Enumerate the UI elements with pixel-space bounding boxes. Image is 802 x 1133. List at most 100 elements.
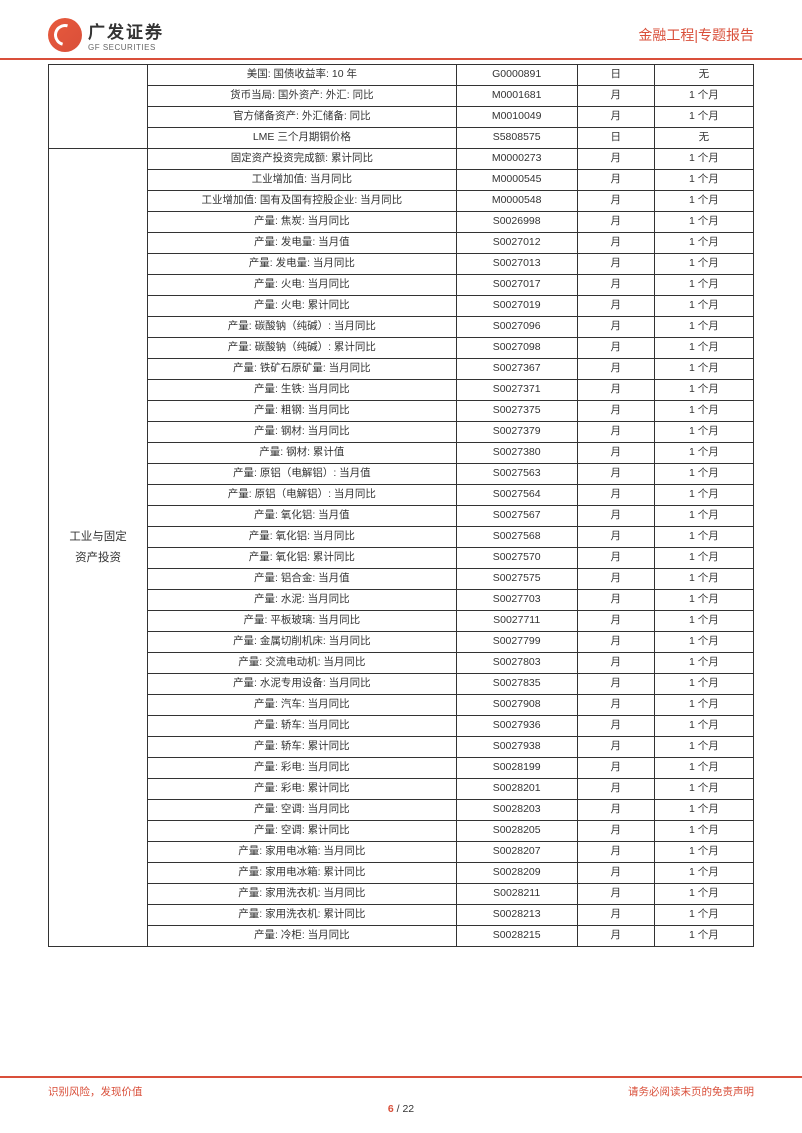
lag-cell: 1 个月 [654,212,753,233]
code-cell: S0027711 [456,611,577,632]
lag-cell: 1 个月 [654,527,753,548]
page-total: 22 [402,1103,414,1115]
table-row: 产量: 火电: 当月同比S0027017月1 个月 [49,275,754,296]
lag-cell: 1 个月 [654,653,753,674]
desc-cell: 产量: 家用电冰箱: 当月同比 [148,842,456,863]
table-row: 官方储备资产: 外汇储备: 同比M0010049月1 个月 [49,107,754,128]
desc-cell: LME 三个月期铜价格 [148,128,456,149]
freq-cell: 月 [577,485,654,506]
table-row: 产量: 碳酸钠（纯碱）: 累计同比S0027098月1 个月 [49,338,754,359]
table-row: 产量: 家用电冰箱: 累计同比S0028209月1 个月 [49,863,754,884]
desc-cell: 产量: 家用洗衣机: 累计同比 [148,905,456,926]
page-footer: 识别风险，发现价值 请务必阅读末页的免责声明 6 / 22 [0,1076,802,1115]
lag-cell: 1 个月 [654,254,753,275]
code-cell: M0000273 [456,149,577,170]
freq-cell: 月 [577,443,654,464]
freq-cell: 月 [577,170,654,191]
lag-cell: 1 个月 [654,443,753,464]
code-cell: S0027013 [456,254,577,275]
lag-cell: 1 个月 [654,191,753,212]
header-category: 金融工程|专题报告 [638,25,754,45]
code-cell: S0026998 [456,212,577,233]
table-row: 产量: 碳酸钠（纯碱）: 当月同比S0027096月1 个月 [49,317,754,338]
desc-cell: 工业增加值: 当月同比 [148,170,456,191]
code-cell: S0027908 [456,695,577,716]
freq-cell: 月 [577,359,654,380]
table-row: 产量: 原铝（电解铝）: 当月同比S0027564月1 个月 [49,485,754,506]
freq-cell: 月 [577,191,654,212]
desc-cell: 工业增加值: 国有及国有控股企业: 当月同比 [148,191,456,212]
freq-cell: 月 [577,401,654,422]
desc-cell: 产量: 氧化铝: 当月值 [148,506,456,527]
lag-cell: 1 个月 [654,926,753,947]
desc-cell: 产量: 发电量: 当月值 [148,233,456,254]
lag-cell: 1 个月 [654,149,753,170]
lag-cell: 1 个月 [654,779,753,800]
freq-cell: 月 [577,800,654,821]
table-row: 产量: 焦炭: 当月同比S0026998月1 个月 [49,212,754,233]
freq-cell: 月 [577,842,654,863]
lag-cell: 1 个月 [654,401,753,422]
code-cell: S0028213 [456,905,577,926]
desc-cell: 产量: 氧化铝: 累计同比 [148,548,456,569]
code-cell: S0027019 [456,296,577,317]
desc-cell: 产量: 原铝（电解铝）: 当月值 [148,464,456,485]
table-row: 产量: 家用洗衣机: 累计同比S0028213月1 个月 [49,905,754,926]
desc-cell: 产量: 钢材: 当月同比 [148,422,456,443]
desc-cell: 产量: 火电: 累计同比 [148,296,456,317]
lag-cell: 1 个月 [654,884,753,905]
freq-cell: 月 [577,506,654,527]
page-number: 6 / 22 [388,1103,414,1115]
table-row: 产量: 轿车: 当月同比S0027936月1 个月 [49,716,754,737]
lag-cell: 1 个月 [654,359,753,380]
lag-cell: 1 个月 [654,632,753,653]
desc-cell: 产量: 空调: 当月同比 [148,800,456,821]
freq-cell: 月 [577,611,654,632]
desc-cell: 产量: 氧化铝: 当月同比 [148,527,456,548]
desc-cell: 产量: 生铁: 当月同比 [148,380,456,401]
code-cell: S0028205 [456,821,577,842]
freq-cell: 月 [577,884,654,905]
logo-en: GF SECURITIES [88,43,164,52]
code-cell: S0027564 [456,485,577,506]
lag-cell: 1 个月 [654,485,753,506]
lag-cell: 1 个月 [654,548,753,569]
desc-cell: 产量: 火电: 当月同比 [148,275,456,296]
table-row: 产量: 火电: 累计同比S0027019月1 个月 [49,296,754,317]
code-cell: S0027575 [456,569,577,590]
code-cell: S0027012 [456,233,577,254]
freq-cell: 月 [577,905,654,926]
freq-cell: 月 [577,380,654,401]
freq-cell: 月 [577,632,654,653]
table-row: 产量: 原铝（电解铝）: 当月值S0027563月1 个月 [49,464,754,485]
code-cell: S0027835 [456,674,577,695]
desc-cell: 产量: 汽车: 当月同比 [148,695,456,716]
lag-cell: 1 个月 [654,611,753,632]
lag-cell: 1 个月 [654,422,753,443]
code-cell: S0027017 [456,275,577,296]
table-row: 产量: 水泥: 当月同比S0027703月1 个月 [49,590,754,611]
lag-cell: 1 个月 [654,506,753,527]
freq-cell: 月 [577,926,654,947]
freq-cell: 日 [577,65,654,86]
freq-cell: 月 [577,107,654,128]
desc-cell: 产量: 彩电: 累计同比 [148,779,456,800]
freq-cell: 月 [577,590,654,611]
code-cell: S0028201 [456,779,577,800]
footer-right: 请务必阅读末页的免责声明 [628,1084,754,1099]
desc-cell: 官方储备资产: 外汇储备: 同比 [148,107,456,128]
code-cell: S0027938 [456,737,577,758]
code-cell: S0028211 [456,884,577,905]
desc-cell: 产量: 轿车: 累计同比 [148,737,456,758]
desc-cell: 产量: 空调: 累计同比 [148,821,456,842]
freq-cell: 月 [577,275,654,296]
desc-cell: 产量: 家用电冰箱: 累计同比 [148,863,456,884]
logo-cn: 广发证券 [88,18,164,43]
freq-cell: 月 [577,212,654,233]
table-row: 工业与固定资产投资固定资产投资完成额: 累计同比M0000273月1 个月 [49,149,754,170]
code-cell: S0027570 [456,548,577,569]
table-row: 产量: 发电量: 当月值S0027012月1 个月 [49,233,754,254]
lag-cell: 1 个月 [654,905,753,926]
freq-cell: 月 [577,737,654,758]
lag-cell: 1 个月 [654,296,753,317]
